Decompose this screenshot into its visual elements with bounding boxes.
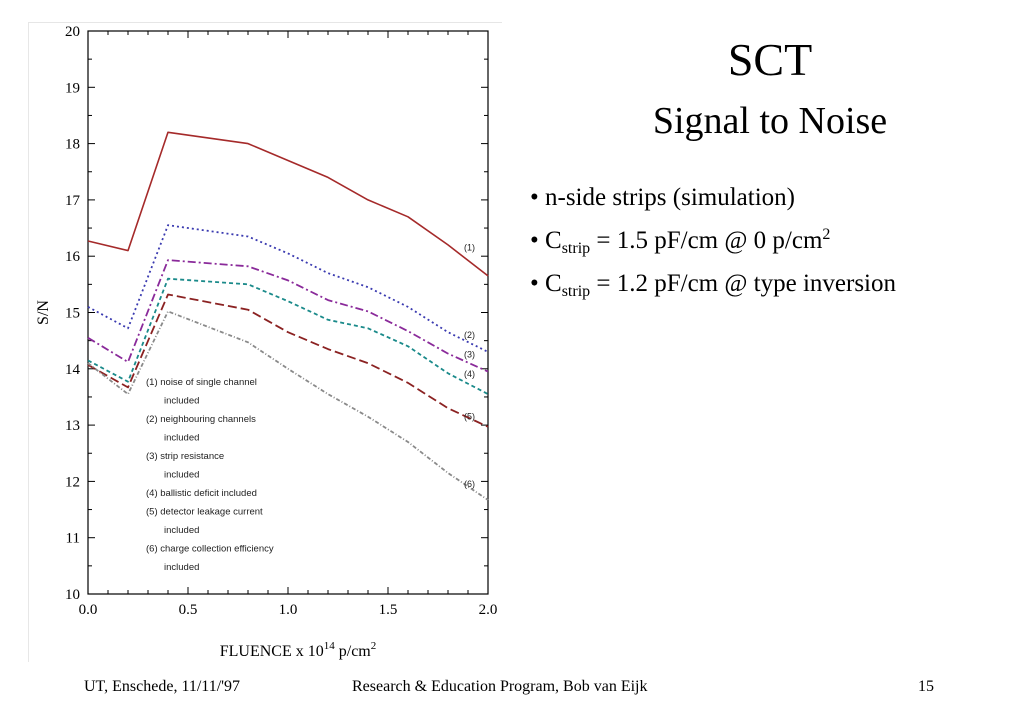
series-line-1 — [87, 131, 489, 277]
y-tick-label: 17 — [65, 193, 81, 209]
y-tick-label: 16 — [65, 249, 81, 265]
y-axis-label: S/N — [35, 300, 52, 325]
curve-label-4: (4) — [464, 369, 475, 379]
y-tick-label: 13 — [65, 418, 80, 434]
bullet-list: • n-side strips (simulation) • Cstrip = 1… — [530, 176, 1010, 305]
curve-label-5: (5) — [464, 411, 475, 421]
bullet-text: = 1.2 pF/cm @ type inversion — [590, 270, 896, 297]
series-line-3 — [87, 259, 489, 373]
legend-text-line: (3) strip resistance — [146, 451, 224, 462]
subscript-text: strip — [561, 240, 591, 257]
series-line-5 — [87, 293, 489, 428]
x-axis-label-part: FLUENCE x 10 — [220, 643, 324, 660]
y-tick-label: 19 — [65, 80, 80, 96]
series-line-4 — [87, 277, 489, 395]
x-tick-label: 2.0 — [479, 602, 498, 618]
legend-text-line: (6) charge collection efficiency — [146, 544, 274, 555]
curve-label-3: (3) — [464, 350, 475, 360]
y-tick-label: 11 — [66, 531, 80, 547]
footer-program-author: Research & Education Program, Bob van Ei… — [352, 678, 648, 695]
y-tick-label: 18 — [65, 137, 80, 153]
bullet-item: • Cstrip = 1.5 pF/cm @ 0 p/cm2 — [530, 219, 1010, 262]
footer-venue-date: UT, Enschede, 11/11/'97 — [84, 678, 241, 695]
y-tick-label: 10 — [65, 587, 80, 603]
bullet-text: • C — [530, 270, 562, 297]
y-tick-label: 12 — [65, 474, 80, 490]
series-line-6 — [87, 310, 489, 501]
bullet-text: = 1.5 pF/cm @ 0 p/cm — [590, 227, 823, 254]
bullet-item: • Cstrip = 1.2 pF/cm @ type inversion — [530, 262, 1010, 305]
legend-text-line: (1) noise of single channel — [146, 377, 257, 388]
y-tick-label: 15 — [65, 306, 80, 322]
chart-panel: 10 11 12 13 14 15 16 17 18 19 20 0.0 0.5 1.0 1.5 2.0 S/N… — [28, 22, 502, 662]
footer-page-number: 15 — [918, 678, 934, 695]
x-tick-label: 0.0 — [79, 602, 98, 618]
curve-label-1: (1) — [464, 243, 475, 253]
legend-text-line: included — [164, 433, 199, 444]
x-axis-label-superscript: 2 — [371, 640, 377, 652]
y-tick-label: 14 — [65, 362, 81, 378]
bullet-text: • n-side strips (simulation) — [530, 184, 795, 211]
sn-vs-fluence-chart: 10 11 12 13 14 15 16 17 18 19 20 0.0 0.5 1.0 1.5 2.0 S/N… — [28, 22, 502, 662]
curve-label-2: (2) — [464, 330, 475, 340]
y-tick-label: 20 — [65, 24, 80, 40]
legend-text-line: (2) neighbouring channels — [146, 414, 256, 425]
x-axis-label-part: p/cm — [335, 643, 372, 660]
x-tick-label: 1.0 — [279, 602, 298, 618]
slide-title: SCT — [727, 34, 813, 85]
x-tick-label: 0.5 — [179, 602, 198, 618]
x-axis-label-superscript: 14 — [324, 640, 336, 652]
superscript-text: 2 — [822, 226, 831, 243]
bullet-item: • n-side strips (simulation) — [530, 176, 1010, 219]
x-tick-label: 1.5 — [379, 602, 398, 618]
legend-text-line: included — [164, 470, 199, 481]
legend-text-line: (4) ballistic deficit included — [146, 488, 257, 499]
x-axis-label: FLUENCE x 1014 p/cm2 — [220, 640, 377, 660]
curve-label-6: (6) — [464, 479, 475, 489]
slide-subtitle: Signal to Noise — [652, 100, 888, 142]
legend-text-line: included — [164, 562, 199, 573]
series-line-2 — [87, 224, 489, 353]
legend-text-line: (5) detector leakage current — [146, 507, 263, 518]
legend-text-line: included — [164, 525, 199, 536]
bullet-text: • C — [530, 227, 562, 254]
subscript-text: strip — [561, 283, 591, 300]
legend-text-line: included — [164, 396, 199, 407]
